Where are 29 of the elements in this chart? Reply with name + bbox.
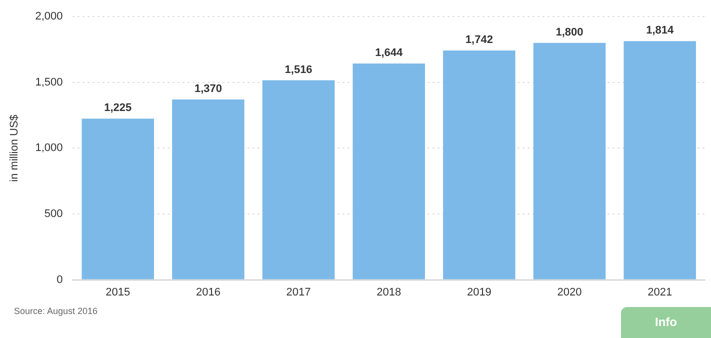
y-axis-title: in million US$ [8,114,21,182]
data-label: 1,742 [465,34,493,46]
bar [262,80,335,280]
data-label: 1,814 [646,24,674,37]
bar [172,100,244,280]
y-tick-label: 1,000 [35,142,63,154]
x-tick-label: 2016 [196,286,220,298]
data-label: 1,516 [284,64,312,76]
x-tick-label: 2015 [106,286,130,298]
x-tick-label: 2017 [286,286,311,298]
data-label: 1,225 [104,102,132,114]
y-tick-label: 0 [56,274,63,286]
y-tick-label: 1,500 [35,76,63,88]
data-label: 1,370 [194,83,222,96]
bar [352,63,425,280]
data-label: 1,800 [556,26,584,38]
y-tick-label: 2,000 [35,10,63,23]
bar [624,41,696,280]
x-tick-label: 2018 [376,286,402,298]
bar [533,42,606,280]
info-button: Info [621,307,711,338]
bar [443,50,516,280]
source-note: Source: August 2016 [14,306,98,316]
x-tick-label: 2019 [466,286,492,298]
x-tick-label: 2020 [557,286,582,298]
data-label: 1,644 [375,46,404,59]
y-tick-label: 500 [44,208,63,220]
bar [82,118,154,280]
x-tick-label: 2021 [648,286,672,298]
